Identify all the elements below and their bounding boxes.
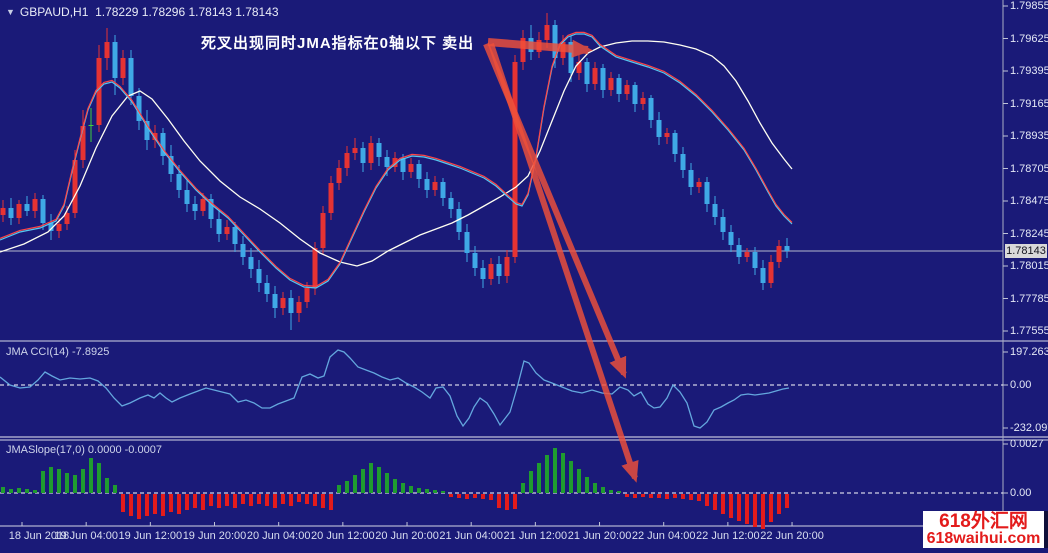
price-axis-label: 1.77785	[1010, 292, 1048, 305]
time-axis-label: 21 Jun 04:00	[439, 530, 503, 542]
indicator-axis-label: 0.00	[1010, 379, 1032, 391]
time-axis-label: 19 Jun 04:00	[54, 530, 118, 542]
indicator-axis-label: 197.2634	[1010, 346, 1048, 358]
indicator-axis-label: 0.00	[1010, 487, 1032, 499]
price-axis-label: 1.79165	[1010, 97, 1048, 110]
price-axis-label: 1.78935	[1010, 130, 1048, 142]
time-axis-label: 18 Jun 2018	[8, 530, 70, 542]
cci-panel-label: JMA CCI(14) -7.8925	[6, 346, 110, 358]
price-axis-label: 1.78245	[1010, 227, 1048, 240]
time-axis-label: 21 Jun 12:00	[503, 530, 568, 542]
price-axis-label: 1.78705	[1010, 162, 1048, 175]
watermark-badge: 618外汇网 618waihui.com	[923, 511, 1048, 548]
time-axis-label: 20 Jun 04:00	[246, 530, 311, 542]
chart-graphics	[0, 5, 1008, 529]
price-axis-label: 1.77555	[1010, 325, 1048, 337]
slope-panel-label: JMASlope(17,0) 0.0000 -0.0007	[6, 444, 162, 456]
chart-title: ▼ GBPAUD,H1 1.78229 1.78296 1.78143 1.781…	[6, 5, 279, 19]
time-axis-label: 19 Jun 20:00	[182, 530, 247, 542]
indicator-axis-label: -232.0978	[1010, 422, 1048, 434]
ohlc-readout: 1.78229 1.78296 1.78143 1.78143	[95, 5, 279, 19]
watermark-site-name: 618外汇网	[939, 511, 1028, 532]
collapse-triangle-icon[interactable]: ▼	[6, 7, 15, 17]
time-axis-label: 21 Jun 20:00	[567, 530, 632, 542]
current-price-tag: 1.78143	[1005, 244, 1047, 258]
time-axis-label: 20 Jun 20:00	[375, 530, 439, 542]
watermark-site-url: 618waihui.com	[926, 530, 1041, 547]
price-axis-label: 1.79395	[1010, 65, 1048, 77]
time-axis-label: 20 Jun 12:00	[311, 530, 375, 542]
price-axis-label: 1.78475	[1010, 195, 1048, 207]
indicator-axis-label: 0.0027	[1010, 438, 1044, 450]
annotation-text: 死叉出现同时JMA指标在0轴以下 卖出	[201, 35, 475, 52]
time-axis-label: 19 Jun 12:00	[118, 530, 183, 542]
time-axis-label: 22 Jun 04:00	[631, 530, 696, 542]
price-axis-label: 1.78015	[1010, 260, 1048, 272]
time-axis-label: 22 Jun 20:00	[760, 530, 824, 542]
price-axis-label: 1.79855	[1010, 0, 1048, 12]
time-axis-label: 22 Jun 12:00	[696, 530, 760, 542]
symbol-period-label: GBPAUD,H1	[19, 5, 89, 19]
price-axis-label: 1.79625	[1010, 32, 1048, 45]
